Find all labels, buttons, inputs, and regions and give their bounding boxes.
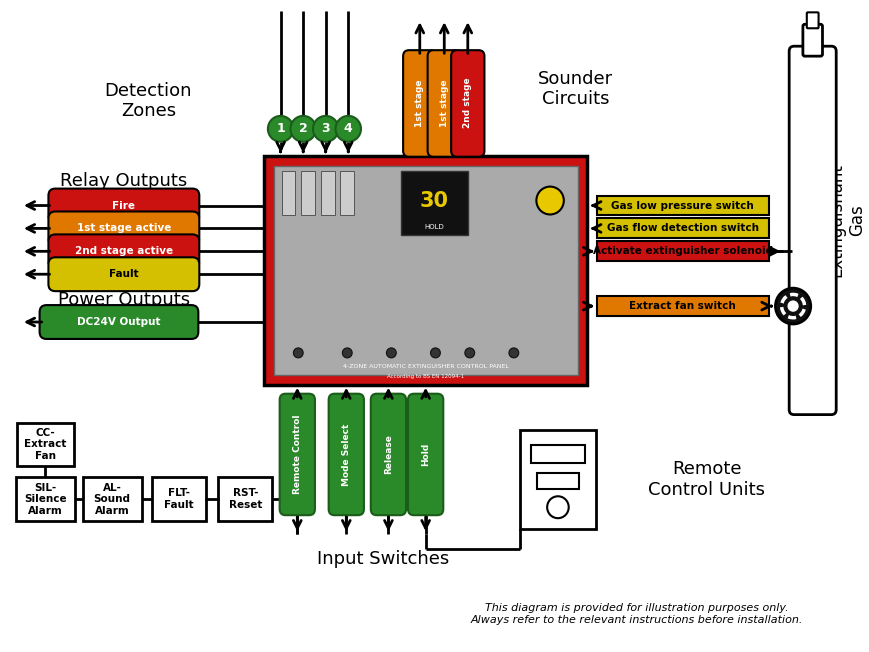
Bar <box>302 171 315 215</box>
Bar <box>152 477 206 521</box>
Bar <box>401 171 468 235</box>
Bar <box>520 430 596 529</box>
Circle shape <box>788 301 798 311</box>
FancyBboxPatch shape <box>49 211 199 245</box>
Circle shape <box>775 288 811 324</box>
Circle shape <box>342 348 352 358</box>
Text: FLT-
Fault: FLT- Fault <box>164 488 194 510</box>
Text: 2nd stage active: 2nd stage active <box>75 246 173 256</box>
Bar <box>597 218 768 239</box>
FancyBboxPatch shape <box>49 234 199 268</box>
Text: Activate extinguisher solenoid: Activate extinguisher solenoid <box>593 246 773 256</box>
Bar <box>17 422 74 466</box>
Bar <box>341 171 355 215</box>
Bar <box>218 477 272 521</box>
Circle shape <box>430 348 441 358</box>
Bar <box>321 171 335 215</box>
Text: 4: 4 <box>344 123 353 136</box>
Text: 4-ZONE AUTOMATIC EXTINGUISHER CONTROL PANEL: 4-ZONE AUTOMATIC EXTINGUISHER CONTROL PA… <box>342 364 508 369</box>
Circle shape <box>335 116 361 141</box>
Text: CC-
Extract
Fan: CC- Extract Fan <box>24 428 67 461</box>
FancyBboxPatch shape <box>371 394 406 515</box>
Bar <box>597 241 768 261</box>
Circle shape <box>294 348 303 358</box>
FancyBboxPatch shape <box>428 50 461 156</box>
Bar <box>17 477 75 521</box>
Text: 3: 3 <box>322 123 330 136</box>
Text: Hold: Hold <box>421 443 430 466</box>
Bar <box>274 166 578 375</box>
Text: Relay Outputs: Relay Outputs <box>60 171 188 190</box>
Bar <box>537 473 579 489</box>
Bar <box>264 156 587 385</box>
FancyBboxPatch shape <box>451 50 484 156</box>
Text: 1st stage: 1st stage <box>440 79 448 126</box>
Text: Mode Select: Mode Select <box>342 423 351 486</box>
Circle shape <box>313 116 338 141</box>
Text: 30: 30 <box>420 190 449 211</box>
FancyBboxPatch shape <box>49 258 199 291</box>
Text: Detection
Zones: Detection Zones <box>104 82 192 121</box>
Text: This diagram is provided for illustration purposes only.
Always refer to the rel: This diagram is provided for illustratio… <box>470 603 802 625</box>
Circle shape <box>387 348 396 358</box>
Text: DC24V Output: DC24V Output <box>77 317 161 327</box>
FancyBboxPatch shape <box>806 12 819 28</box>
FancyBboxPatch shape <box>408 394 443 515</box>
FancyBboxPatch shape <box>40 305 198 339</box>
Text: Extract fan switch: Extract fan switch <box>629 301 736 311</box>
Text: HOLD: HOLD <box>425 224 444 230</box>
Text: 2: 2 <box>299 123 308 136</box>
Bar <box>282 171 295 215</box>
Text: Remote
Control Units: Remote Control Units <box>648 460 765 499</box>
Circle shape <box>290 116 316 141</box>
Circle shape <box>509 348 519 358</box>
Bar <box>83 477 142 521</box>
Text: Release: Release <box>384 434 393 475</box>
Text: Fault: Fault <box>109 269 139 279</box>
Text: AL-
Sound
Alarm: AL- Sound Alarm <box>94 482 130 516</box>
Text: Power Outputs: Power Outputs <box>58 291 190 309</box>
Text: Sounder
Circuits: Sounder Circuits <box>538 70 614 108</box>
Text: 2nd stage: 2nd stage <box>463 78 472 128</box>
Text: Fire: Fire <box>112 201 136 211</box>
Text: Extinguishant
Gas: Extinguishant Gas <box>827 164 866 277</box>
Text: Gas flow detection switch: Gas flow detection switch <box>607 224 759 233</box>
Text: 1st stage: 1st stage <box>415 79 424 126</box>
FancyBboxPatch shape <box>280 394 315 515</box>
Text: According to BS EN 12094-1: According to BS EN 12094-1 <box>387 374 464 379</box>
FancyBboxPatch shape <box>403 50 436 156</box>
FancyBboxPatch shape <box>328 394 364 515</box>
Bar <box>597 196 768 215</box>
Circle shape <box>268 116 294 141</box>
Text: RST-
Reset: RST- Reset <box>229 488 262 510</box>
Circle shape <box>536 186 564 215</box>
FancyBboxPatch shape <box>789 46 836 415</box>
Text: 1: 1 <box>276 123 285 136</box>
FancyBboxPatch shape <box>803 24 822 56</box>
Text: Gas low pressure switch: Gas low pressure switch <box>612 201 754 211</box>
Bar <box>597 296 768 316</box>
Text: 1st stage active: 1st stage active <box>76 224 171 233</box>
Text: Input Switches: Input Switches <box>317 550 449 568</box>
Circle shape <box>465 348 474 358</box>
Bar <box>531 445 585 464</box>
FancyBboxPatch shape <box>49 188 199 222</box>
Text: Remote Control: Remote Control <box>293 415 302 494</box>
Text: SIL-
Silence
Alarm: SIL- Silence Alarm <box>24 482 67 516</box>
Circle shape <box>547 496 568 518</box>
